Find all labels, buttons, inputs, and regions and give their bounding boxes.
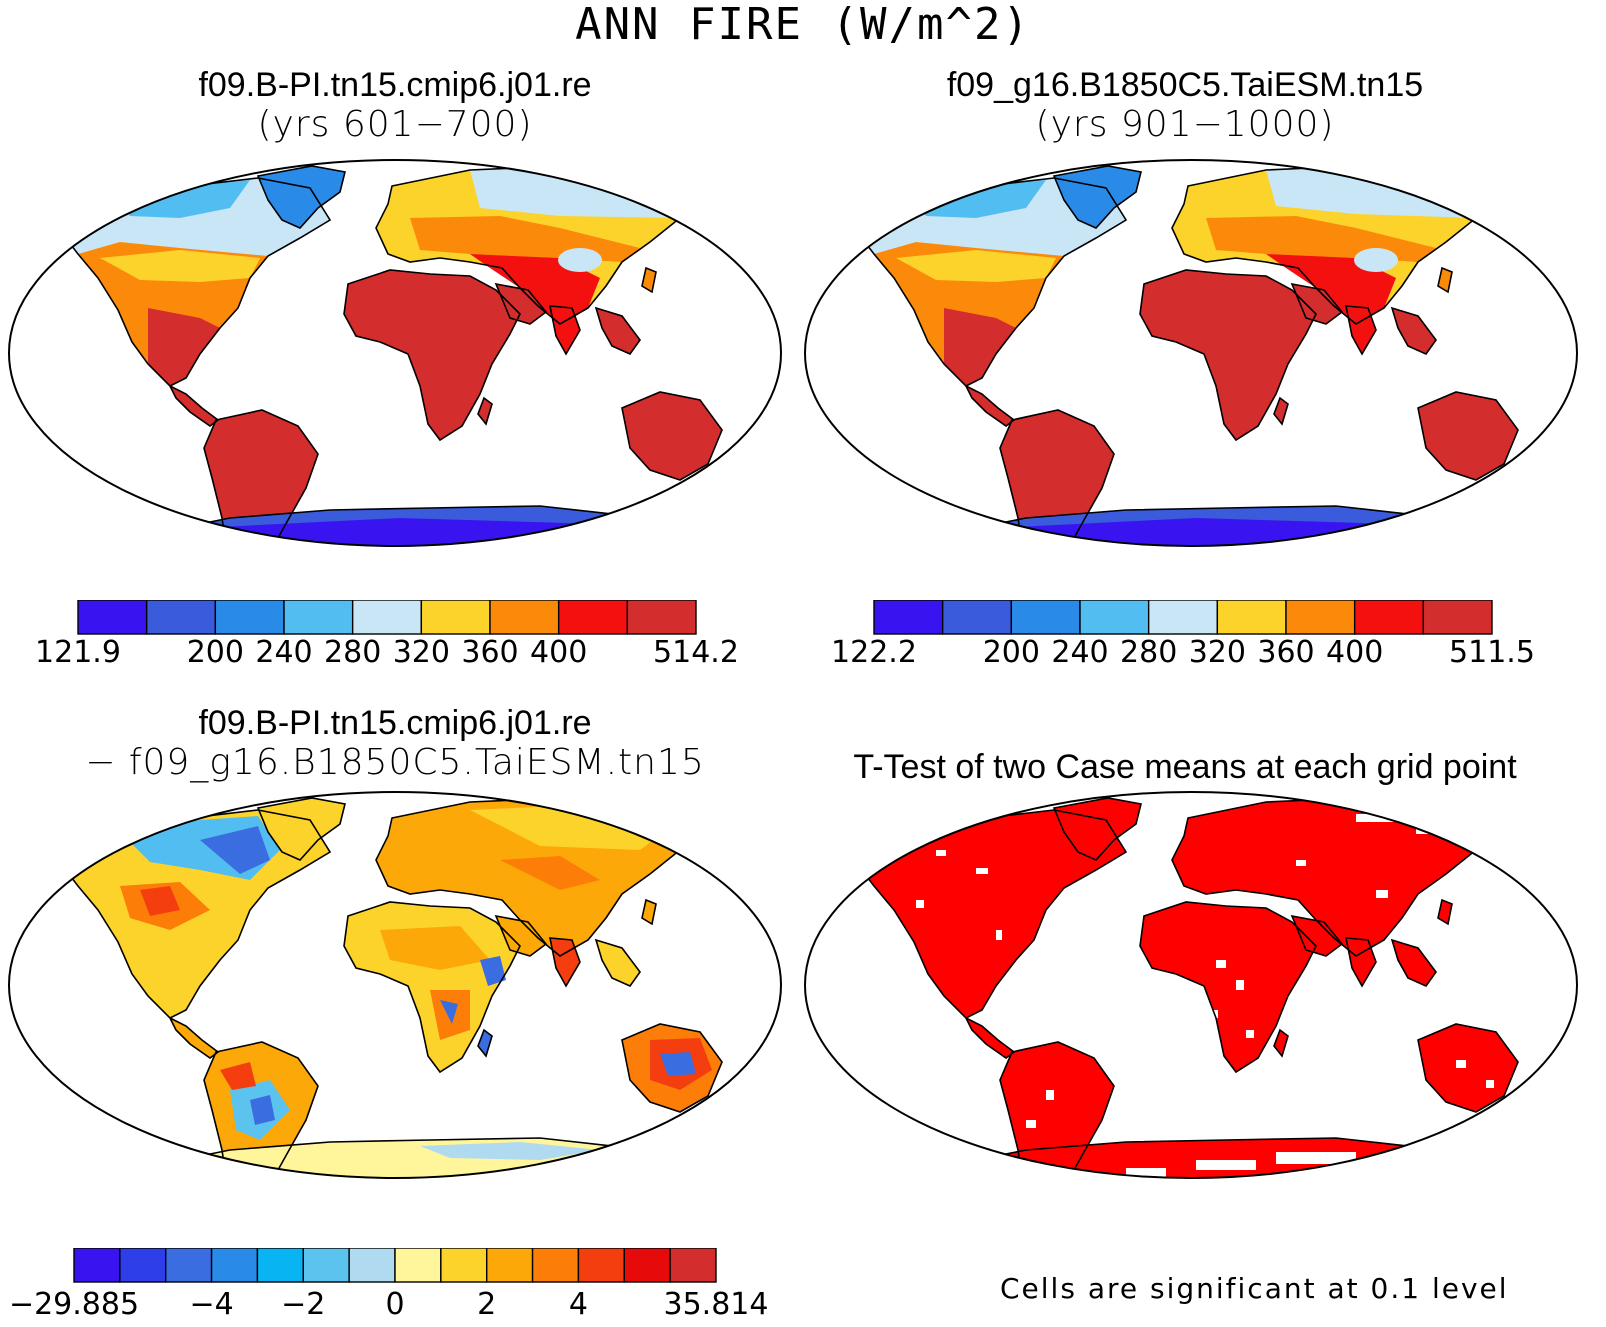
colorbar-swatch xyxy=(669,1248,717,1283)
colorbar-swatch xyxy=(119,1248,167,1283)
colorbar-swatch xyxy=(214,600,285,635)
case2-title-block: f09_g16.B1850C5.TaiESM.tn15 (yrs 901−100… xyxy=(790,66,1580,146)
colorbar-swatch xyxy=(626,600,697,635)
colorbar-swatch xyxy=(420,600,491,635)
case1-title-block: f09.B-PI.tn15.cmip6.j01.re (yrs 601−700) xyxy=(0,66,790,146)
colorbar-tick-label: 200 xyxy=(983,635,1040,670)
colorbar-swatch xyxy=(1010,600,1081,635)
case2-colorbar: 122.2 511.5 200 240 280 320 360 400 xyxy=(831,600,1535,670)
colorbar-tick-label: 320 xyxy=(1189,635,1246,670)
colorbar-max-label: 35.814 xyxy=(664,1287,769,1322)
colorbar-max-label: 514.2 xyxy=(653,635,739,670)
colorbar-tick-label: 2 xyxy=(477,1287,496,1322)
colorbar-min-label: 122.2 xyxy=(831,635,917,670)
diff-map-frame xyxy=(8,791,782,1179)
case1-title: f09.B-PI.tn15.cmip6.j01.re xyxy=(198,66,592,104)
colorbar-swatch xyxy=(1079,600,1150,635)
ttest-map-frame xyxy=(804,791,1578,1179)
colorbar-min-label: −29.885 xyxy=(9,1287,139,1322)
colorbar-swatch xyxy=(283,600,354,635)
case2-map-frame xyxy=(804,159,1578,547)
colorbar-tick-label: 4 xyxy=(569,1287,588,1322)
colorbar-min-label: 121.9 xyxy=(35,635,121,670)
colorbar-max-label: 511.5 xyxy=(1449,635,1535,670)
colorbar-swatch xyxy=(394,1248,442,1283)
diff-colorbar: −29.885 35.814 −4 −2 0 2 4 xyxy=(9,1248,769,1322)
colorbar-swatch xyxy=(440,1248,488,1283)
colorbar-swatch xyxy=(145,600,217,635)
colorbar-tick-label: −4 xyxy=(189,1287,233,1322)
colorbar-swatch xyxy=(73,1248,121,1283)
colorbar-swatch xyxy=(1216,600,1287,635)
colorbar-swatch xyxy=(256,1248,304,1283)
ttest-title-block: T-Test of two Case means at each grid po… xyxy=(790,748,1580,786)
colorbar-swatch xyxy=(489,600,560,635)
colorbar-swatch xyxy=(210,1248,259,1283)
non-significant-cells xyxy=(916,814,1494,1178)
case2-title: f09_g16.B1850C5.TaiESM.tn15 xyxy=(946,66,1424,104)
colorbar-tick-label: 240 xyxy=(255,635,312,670)
colorbar-swatch xyxy=(1422,600,1493,635)
colorbar-swatch xyxy=(348,1248,396,1283)
colorbar-swatch xyxy=(623,1248,671,1283)
colorbar-swatch xyxy=(302,1248,350,1283)
colorbar-swatch xyxy=(1285,600,1356,635)
colorbar-swatch xyxy=(557,600,629,635)
ttest-map xyxy=(804,791,1578,1179)
colorbar-swatch xyxy=(1147,600,1219,635)
colorbar-swatch xyxy=(531,1248,580,1283)
colorbar-tick-label: 400 xyxy=(1326,635,1383,670)
colorbar-tick-label: 320 xyxy=(393,635,450,670)
case1-colorbar: 121.9 514.2 200 240 280 320 360 400 xyxy=(35,600,739,670)
diff-title-block: f09.B-PI.tn15.cmip6.j01.re − f09_g16.B18… xyxy=(0,704,790,784)
colorbar-tick-label: −2 xyxy=(281,1287,325,1322)
ttest-note: Cells are significant at 0.1 level xyxy=(1000,1272,1509,1305)
colorbar-swatch xyxy=(77,600,148,635)
colorbar-swatch xyxy=(941,600,1013,635)
colorbar-tick-label: 360 xyxy=(1257,635,1314,670)
colorbar-swatch xyxy=(486,1248,534,1283)
colorbar-tick-label: 360 xyxy=(461,635,518,670)
colorbar-tick-label: 0 xyxy=(385,1287,404,1322)
diff-subtitle: − f09_g16.B1850C5.TaiESM.tn15 xyxy=(85,742,705,783)
colorbar-tick-label: 280 xyxy=(1120,635,1177,670)
ttest-title: T-Test of two Case means at each grid po… xyxy=(853,748,1517,786)
figure-title: ANN FIRE (W/m^2) xyxy=(575,0,1031,50)
colorbar-tick-label: 200 xyxy=(187,635,244,670)
colorbar-swatch xyxy=(1353,600,1425,635)
colorbar-swatch xyxy=(165,1248,213,1283)
case1-map xyxy=(8,159,782,547)
diff-map xyxy=(8,791,782,1179)
case2-subtitle: (yrs 901−1000) xyxy=(1035,104,1335,145)
colorbar-tick-label: 240 xyxy=(1051,635,1108,670)
case2-map xyxy=(804,159,1578,547)
case1-subtitle: (yrs 601−700) xyxy=(257,104,533,145)
diff-title: f09.B-PI.tn15.cmip6.j01.re xyxy=(198,704,592,742)
colorbar-tick-label: 280 xyxy=(324,635,381,670)
case1-map-frame xyxy=(8,159,782,547)
colorbar-swatch xyxy=(873,600,944,635)
colorbar-swatch xyxy=(577,1248,625,1283)
colorbar-tick-label: 400 xyxy=(530,635,587,670)
colorbar-swatch xyxy=(351,600,423,635)
